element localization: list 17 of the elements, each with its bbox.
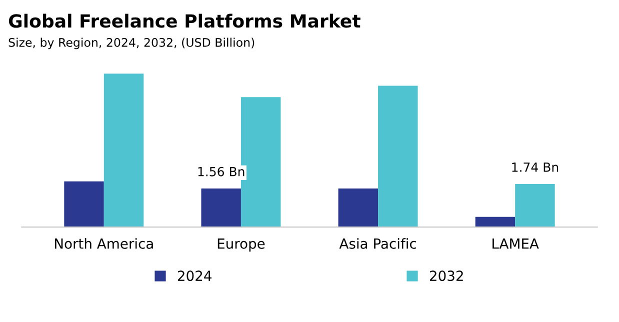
legend-label: 2024 — [178, 270, 212, 282]
bar — [201, 188, 241, 228]
x-tick-label: LAMEA — [492, 238, 539, 249]
bar — [515, 184, 555, 228]
chart-subtitle: Size, by Region, 2024, 2032, (USD Billion) — [8, 38, 254, 50]
x-tick-label: Europe — [218, 238, 265, 252]
chart-title: Global Freelance Platforms Market — [8, 14, 360, 28]
x-tick-label: Asia Pacific — [339, 238, 416, 249]
data-label: 1.56 Bn — [198, 166, 244, 176]
bar — [475, 216, 516, 228]
bar — [64, 181, 104, 228]
bar — [378, 86, 418, 228]
legend-label: 2032 — [430, 270, 463, 282]
bar — [338, 188, 378, 228]
bar — [104, 74, 144, 228]
x-tick-label: North America — [54, 238, 153, 249]
data-label: 1.74 Bn — [512, 162, 558, 172]
